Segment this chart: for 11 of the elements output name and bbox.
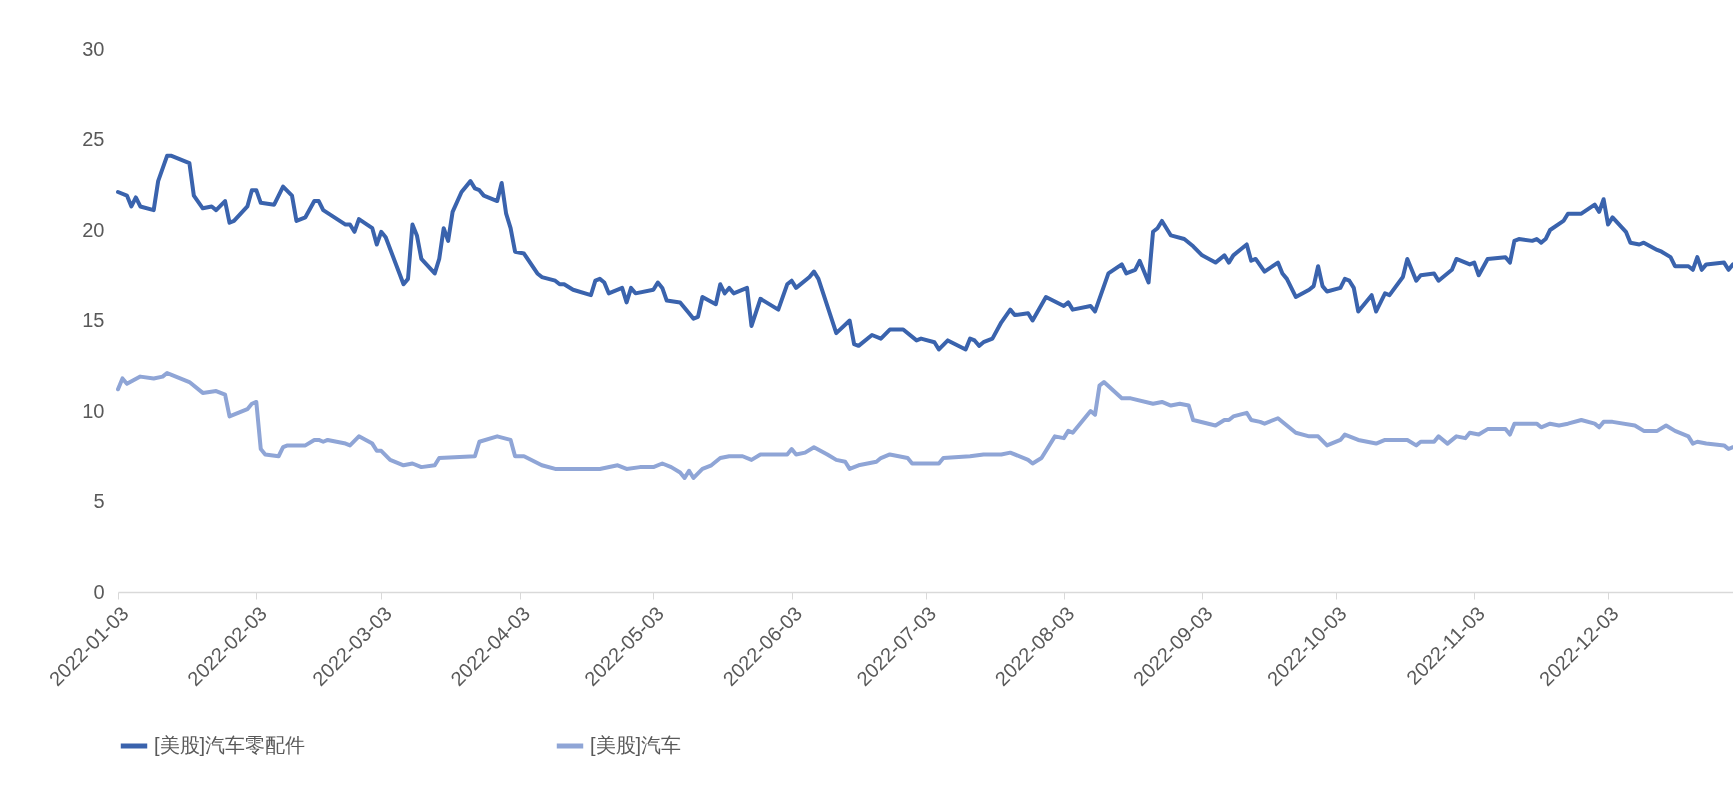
y-tick-label: 0 xyxy=(93,580,105,603)
y-tick-label: 10 xyxy=(82,399,105,422)
y-tick-label: 5 xyxy=(93,490,105,512)
y-tick-label: 15 xyxy=(82,309,105,331)
legend-label: [美股]汽车零配件 xyxy=(154,734,306,756)
y-tick-label: 30 xyxy=(82,37,105,60)
line-series xyxy=(116,153,1733,352)
line-series xyxy=(116,370,1733,480)
y-tick-label: 20 xyxy=(82,218,105,241)
legend-label: [美股]汽车 xyxy=(590,734,682,756)
y-tick-label: 25 xyxy=(82,128,105,150)
